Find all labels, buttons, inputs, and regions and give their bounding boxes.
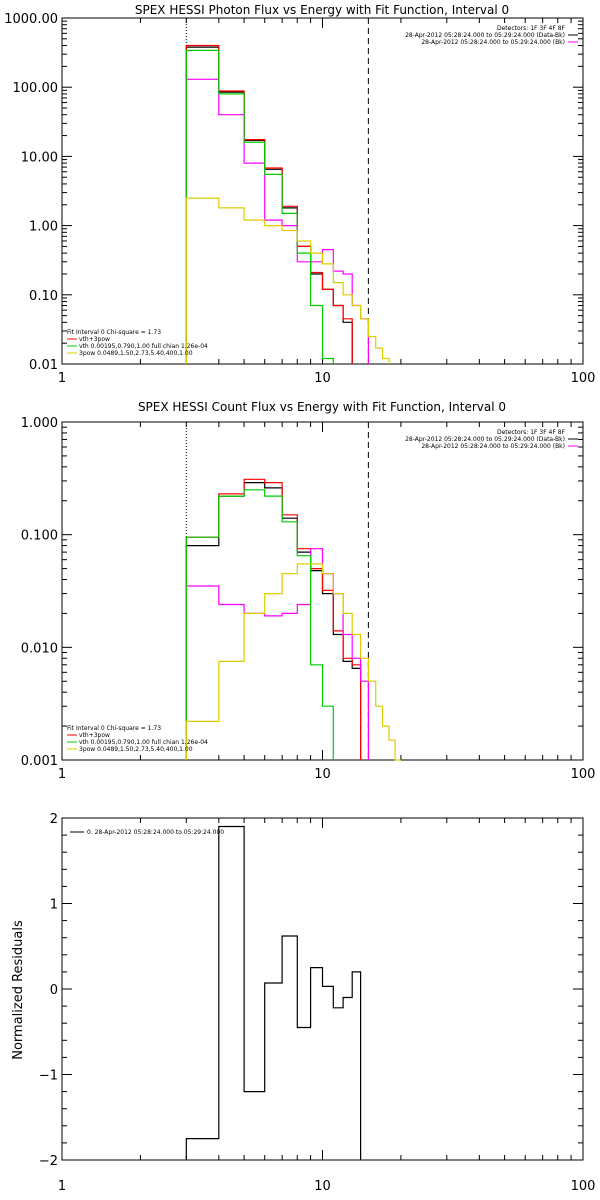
y-tick-label: 1 xyxy=(50,898,58,913)
y-tick-label: 2 xyxy=(50,812,58,827)
count-flux-title: SPEX HESSI Count Flux vs Energy with Fit… xyxy=(138,400,506,414)
top-legend-entry: 28-Apr-2012 05:28:24.000 to 05:29:24.000… xyxy=(421,443,565,450)
series-line-3 xyxy=(185,489,334,760)
series-line-4 xyxy=(185,563,401,761)
x-tick-label: 10 xyxy=(314,767,331,782)
series-line-1 xyxy=(185,44,353,364)
y-tick-label: 10.00 xyxy=(21,150,58,165)
series-line-4 xyxy=(185,197,390,364)
photon-flux-title: SPEX HESSI Photon Flux vs Energy with Fi… xyxy=(135,3,509,17)
x-tick-label: 10 xyxy=(314,371,331,386)
y-tick-label: 0.01 xyxy=(29,358,58,373)
x-tick-label: 100 xyxy=(571,767,596,782)
series-line-2 xyxy=(185,78,369,364)
series-line-2 xyxy=(185,548,369,760)
x-tick-label: 1 xyxy=(58,371,66,386)
count-flux-panel: SPEX HESSI Count Flux vs Energy with Fit… xyxy=(21,400,596,782)
y-tick-label: 1.000 xyxy=(21,416,58,431)
residuals-y-axis-label: Normalized Residuals xyxy=(11,920,26,1060)
x-tick-label: 1 xyxy=(58,767,66,782)
fit-legend-entry: vth 0.00195,0.790,1.00 full chian 1.26e-… xyxy=(79,739,208,746)
y-tick-label: 0 xyxy=(50,983,58,998)
x-tick-label: 10 xyxy=(314,1179,331,1194)
fit-legend-entry: Fit Interval 0 Chi-square = 1.73 xyxy=(67,725,161,732)
fit-legend-entry: Fit Interval 0 Chi-square = 1.73 xyxy=(67,329,161,336)
series-line-0 xyxy=(185,825,362,1160)
top-legend-entry: 28-Apr-2012 05:28:24.000 to 05:29:24.000… xyxy=(421,39,565,46)
y-tick-label: −1 xyxy=(39,1069,58,1084)
fit-legend-entry: vth+3pow xyxy=(79,336,110,343)
series-line-0 xyxy=(185,46,353,364)
top-legend-entry: Detectors: 1F 3F 4F 8F xyxy=(497,429,566,436)
plot-frame xyxy=(61,817,584,1161)
series-line-1 xyxy=(185,478,362,760)
photon-flux-panel: SPEX HESSI Photon Flux vs Energy with Fi… xyxy=(4,3,595,386)
y-tick-label: −2 xyxy=(39,1154,58,1169)
top-legend-entry: Detectors: 1F 3F 4F 8F xyxy=(497,25,566,32)
y-tick-label: 0.001 xyxy=(21,754,58,769)
top-legend-entry: 28-Apr-2012 05:28:24.000 to 05:29:24.000… xyxy=(405,436,565,443)
y-tick-label: 0.100 xyxy=(21,529,58,544)
y-tick-label: 1.00 xyxy=(29,220,58,235)
y-tick-label: 0.010 xyxy=(21,641,58,656)
fit-legend-entry: 3pow 0.0489,1.50,2.73,5.40,400,1.00 xyxy=(79,746,193,753)
y-tick-label: 100.00 xyxy=(13,81,59,96)
x-tick-label: 100 xyxy=(571,1179,596,1194)
fit-legend-entry: vth+3pow xyxy=(79,732,110,739)
fit-legend-entry: 3pow 0.0489,1.50,2.73,5.40,400,1.00 xyxy=(79,350,193,357)
y-tick-label: 1000.00 xyxy=(4,12,58,27)
residual-legend-entry: 0. 28-Apr-2012 05:28:24.000 to 05:29:24.… xyxy=(87,829,224,836)
series-line-0 xyxy=(185,482,362,760)
x-tick-label: 100 xyxy=(571,371,596,386)
x-tick-label: 1 xyxy=(58,1179,66,1194)
y-tick-label: 0.10 xyxy=(29,289,58,304)
top-legend-entry: 28-Apr-2012 05:28:24.000 to 05:29:24.000… xyxy=(405,32,565,39)
fit-legend-entry: vth 0.00195,0.790,1.00 full chian 1.26e-… xyxy=(79,343,208,350)
series-line-3 xyxy=(185,49,334,364)
